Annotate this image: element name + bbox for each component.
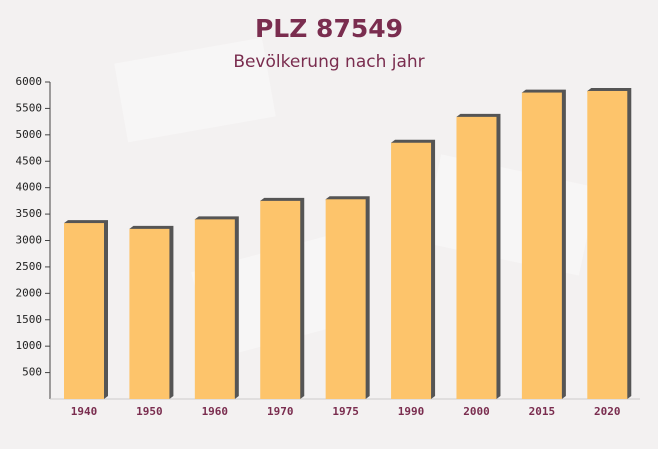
bar — [325, 199, 366, 399]
y-tick-label: 3000 — [16, 234, 43, 247]
bar — [260, 200, 301, 399]
chart-subtitle: Bevölkerung nach jahr — [233, 52, 424, 72]
bar — [587, 90, 628, 400]
y-tick-label: 6000 — [16, 75, 43, 88]
x-tick-label: 1970 — [267, 405, 294, 418]
x-tick-label: 1950 — [136, 405, 163, 418]
x-tick-label: 2015 — [529, 405, 556, 418]
y-tick-label: 500 — [22, 366, 42, 379]
bar — [129, 228, 170, 399]
x-tick-label: 1975 — [332, 405, 359, 418]
bar — [521, 92, 562, 400]
bar — [194, 219, 235, 399]
y-tick-label: 5000 — [16, 128, 43, 141]
chart-title: PLZ 87549 — [255, 14, 403, 43]
y-tick-label: 2500 — [16, 260, 43, 273]
x-tick-label: 1960 — [202, 405, 229, 418]
bar — [456, 116, 497, 400]
y-tick-label: 1000 — [16, 339, 43, 352]
bar — [391, 142, 432, 399]
x-tick-label: 2020 — [594, 405, 621, 418]
x-tick-label: 1990 — [398, 405, 425, 418]
y-tick-label: 4000 — [16, 181, 43, 194]
y-tick-label: 4500 — [16, 154, 43, 167]
x-tick-label: 1940 — [71, 405, 98, 418]
y-tick-label: 2000 — [16, 286, 43, 299]
y-tick-label: 5500 — [16, 101, 43, 114]
y-tick-label: 3500 — [16, 207, 43, 220]
x-tick-label: 2000 — [463, 405, 490, 418]
bar — [64, 223, 105, 399]
y-tick-label: 1500 — [16, 313, 43, 326]
